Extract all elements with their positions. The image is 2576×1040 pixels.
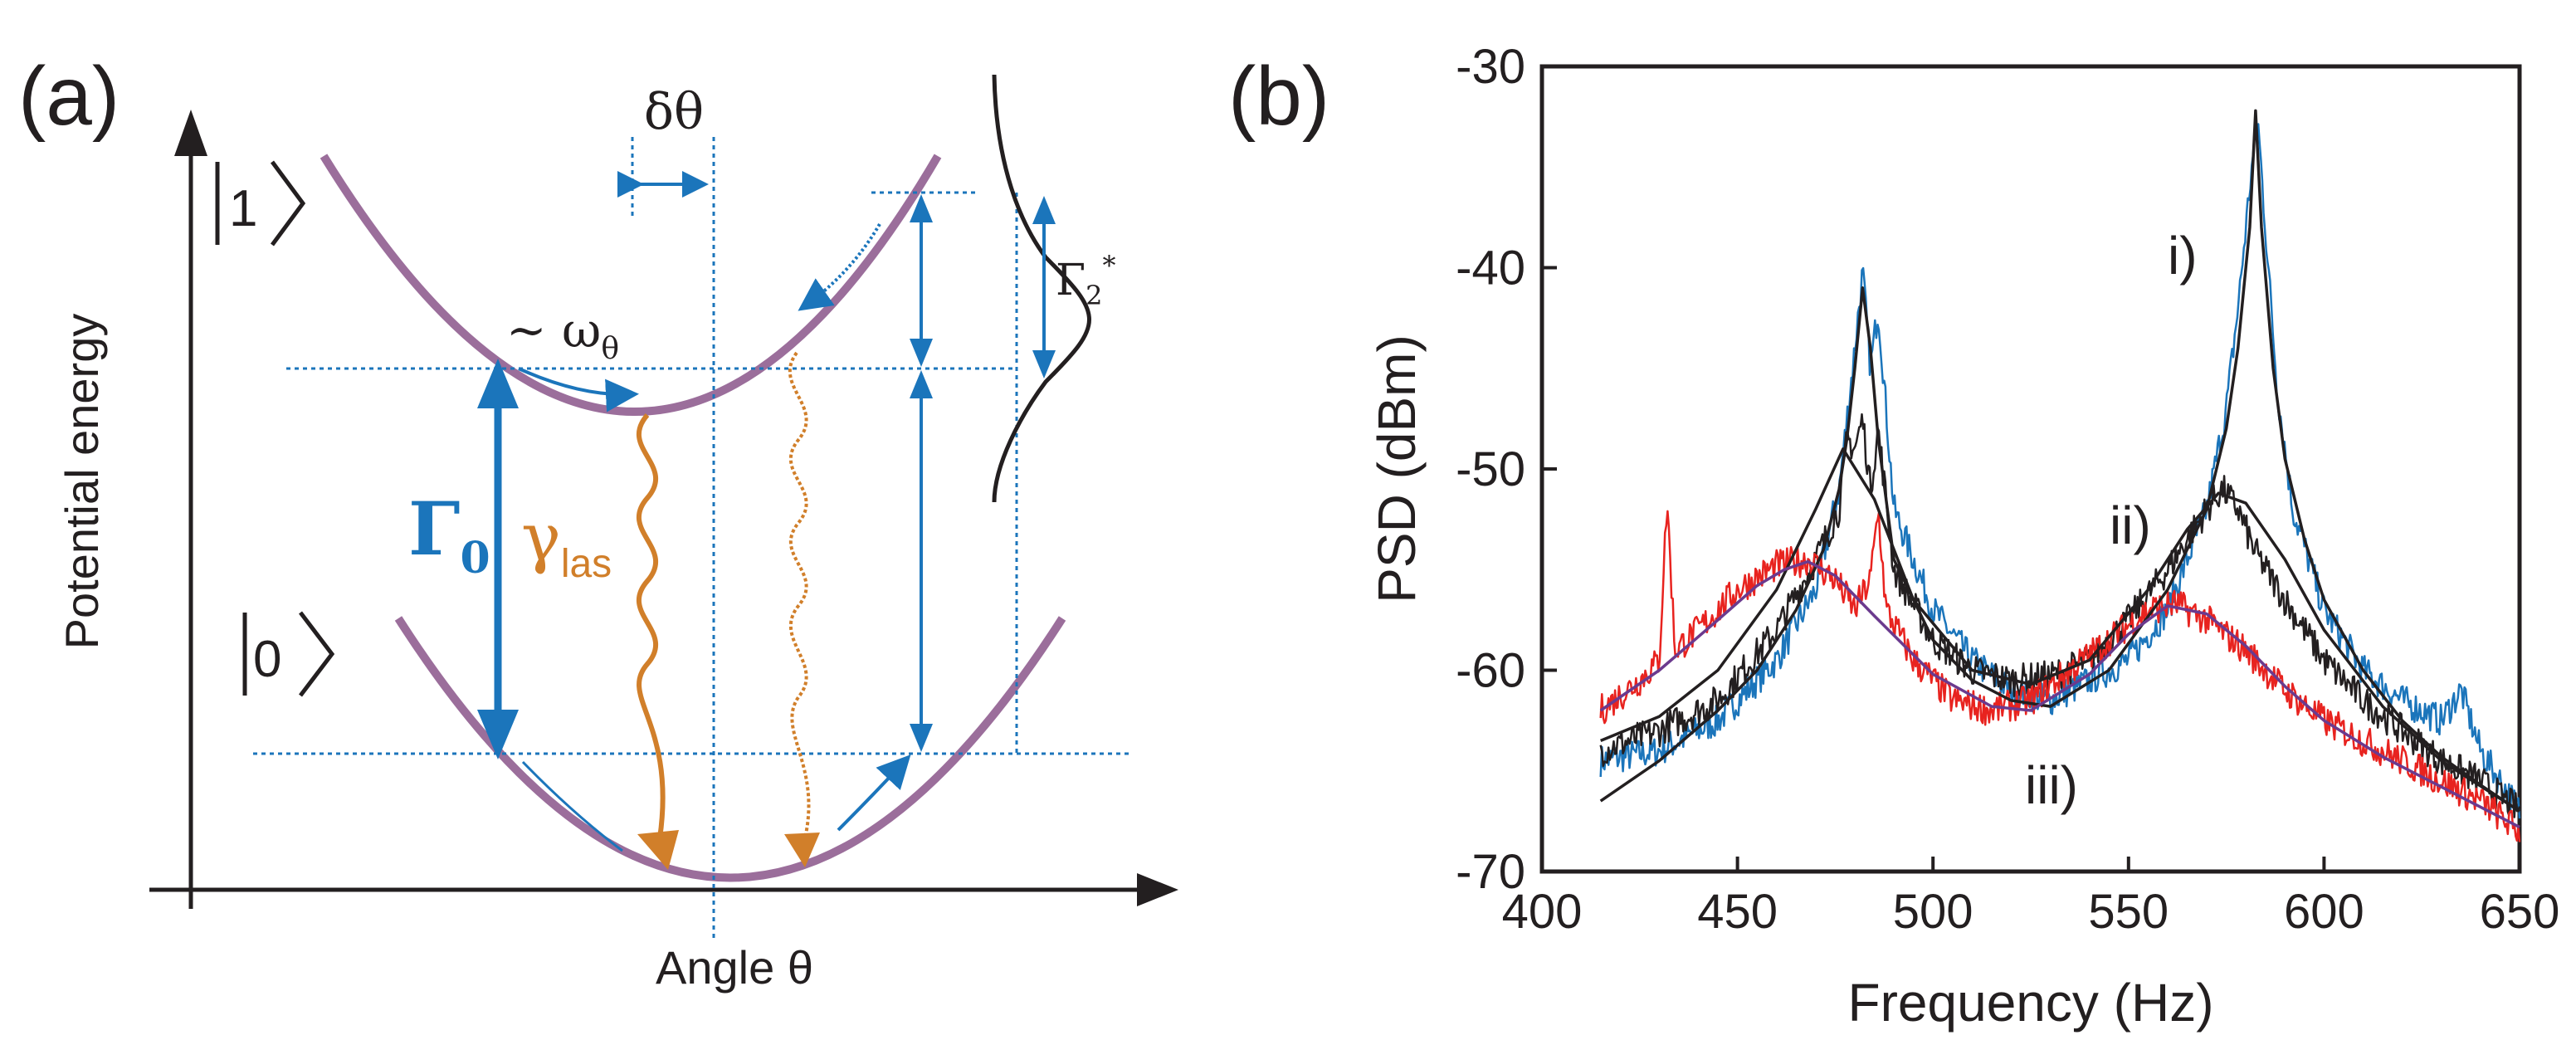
gamma-las-label: γlas xyxy=(521,499,612,586)
gamma2-label: Γ2* xyxy=(1056,250,1115,311)
panel-b-label: (b) xyxy=(1228,50,1329,143)
x-tick-label: 650 xyxy=(2480,885,2560,939)
lower-slide-arrow-right xyxy=(837,754,911,832)
gap-arrowhead-top xyxy=(910,370,933,398)
ket-lower: 0 xyxy=(242,611,335,697)
upper-width-arrowhead-top xyxy=(910,194,933,222)
gamma0-arrowhead-up xyxy=(477,359,519,408)
panel-a: (a) Potential energy Angle θ 1 0 δθ xyxy=(18,50,1178,994)
ket-upper: 1 xyxy=(215,160,306,247)
panel-b: (b) 400 450 500 550 600 650 -30 -40 -50 -60 -70 Fr… xyxy=(1228,40,2559,1033)
upper-potential-curve xyxy=(320,154,942,416)
curve-label-iii: iii) xyxy=(2025,755,2078,815)
x-axis-label-a: Angle θ xyxy=(656,941,813,994)
series-line-0 xyxy=(1599,123,2521,819)
plot-curves xyxy=(1599,109,2521,842)
gamma2-arrowhead-bottom xyxy=(1032,350,1056,378)
gaussian-profile xyxy=(992,74,1091,503)
curve-label-ii: ii) xyxy=(2110,496,2151,555)
lower-slide-arrow-left xyxy=(521,760,623,852)
x-tick-label: 600 xyxy=(2284,885,2364,939)
y-axis-label-a: Potential energy xyxy=(56,314,108,650)
y-tick-label: -30 xyxy=(1456,40,1525,94)
x-tick-label: 550 xyxy=(2088,885,2169,939)
y-tick-label: -40 xyxy=(1456,242,1525,295)
y-tick-label: -50 xyxy=(1456,442,1525,496)
decay-arrow-dotted xyxy=(788,351,811,839)
ket-lower-label: 0 xyxy=(253,631,281,688)
series-line-4 xyxy=(1600,447,2520,813)
decay-arrow-solid xyxy=(636,413,666,839)
plot-ticks: 400 450 500 550 600 650 -30 -40 -50 -60 -70 xyxy=(1456,40,2559,939)
x-tick-label: 500 xyxy=(1893,885,1973,939)
x-tick-label: 450 xyxy=(1697,885,1778,939)
gamma2-arrowhead-top xyxy=(1032,196,1056,224)
upper-width-arrowhead-bottom xyxy=(910,339,933,367)
omega-arrow xyxy=(518,367,639,413)
omega-label: ~ ωθ xyxy=(506,302,619,366)
x-tick-label: 400 xyxy=(1502,885,1583,939)
decay-arrowhead-solid xyxy=(637,830,679,870)
delta-theta-label: δθ xyxy=(644,83,704,141)
curve-label-i: i) xyxy=(2168,226,2198,286)
gamma0-label: Γ0 xyxy=(408,486,490,583)
x-axis-label-b: Frequency (Hz) xyxy=(1848,973,2214,1033)
x-axis-arrowhead xyxy=(1137,873,1178,906)
y-tick-label: -60 xyxy=(1456,644,1525,698)
gap-arrowhead-bottom xyxy=(910,724,933,752)
panel-a-label: (a) xyxy=(18,50,120,143)
y-tick-label: -70 xyxy=(1456,845,1525,899)
y-axis-label-b: PSD (dBm) xyxy=(1367,334,1427,603)
series-line-3 xyxy=(1599,109,2520,813)
series-line-2 xyxy=(1599,510,2521,842)
y-axis-arrowhead xyxy=(174,110,207,156)
ket-upper-label: 1 xyxy=(229,180,257,237)
decay-arrowhead-dotted xyxy=(784,832,820,867)
gamma0-arrowhead-down xyxy=(477,710,519,759)
series-line-5 xyxy=(1599,559,2520,829)
upper-slide-arrow xyxy=(798,222,881,311)
